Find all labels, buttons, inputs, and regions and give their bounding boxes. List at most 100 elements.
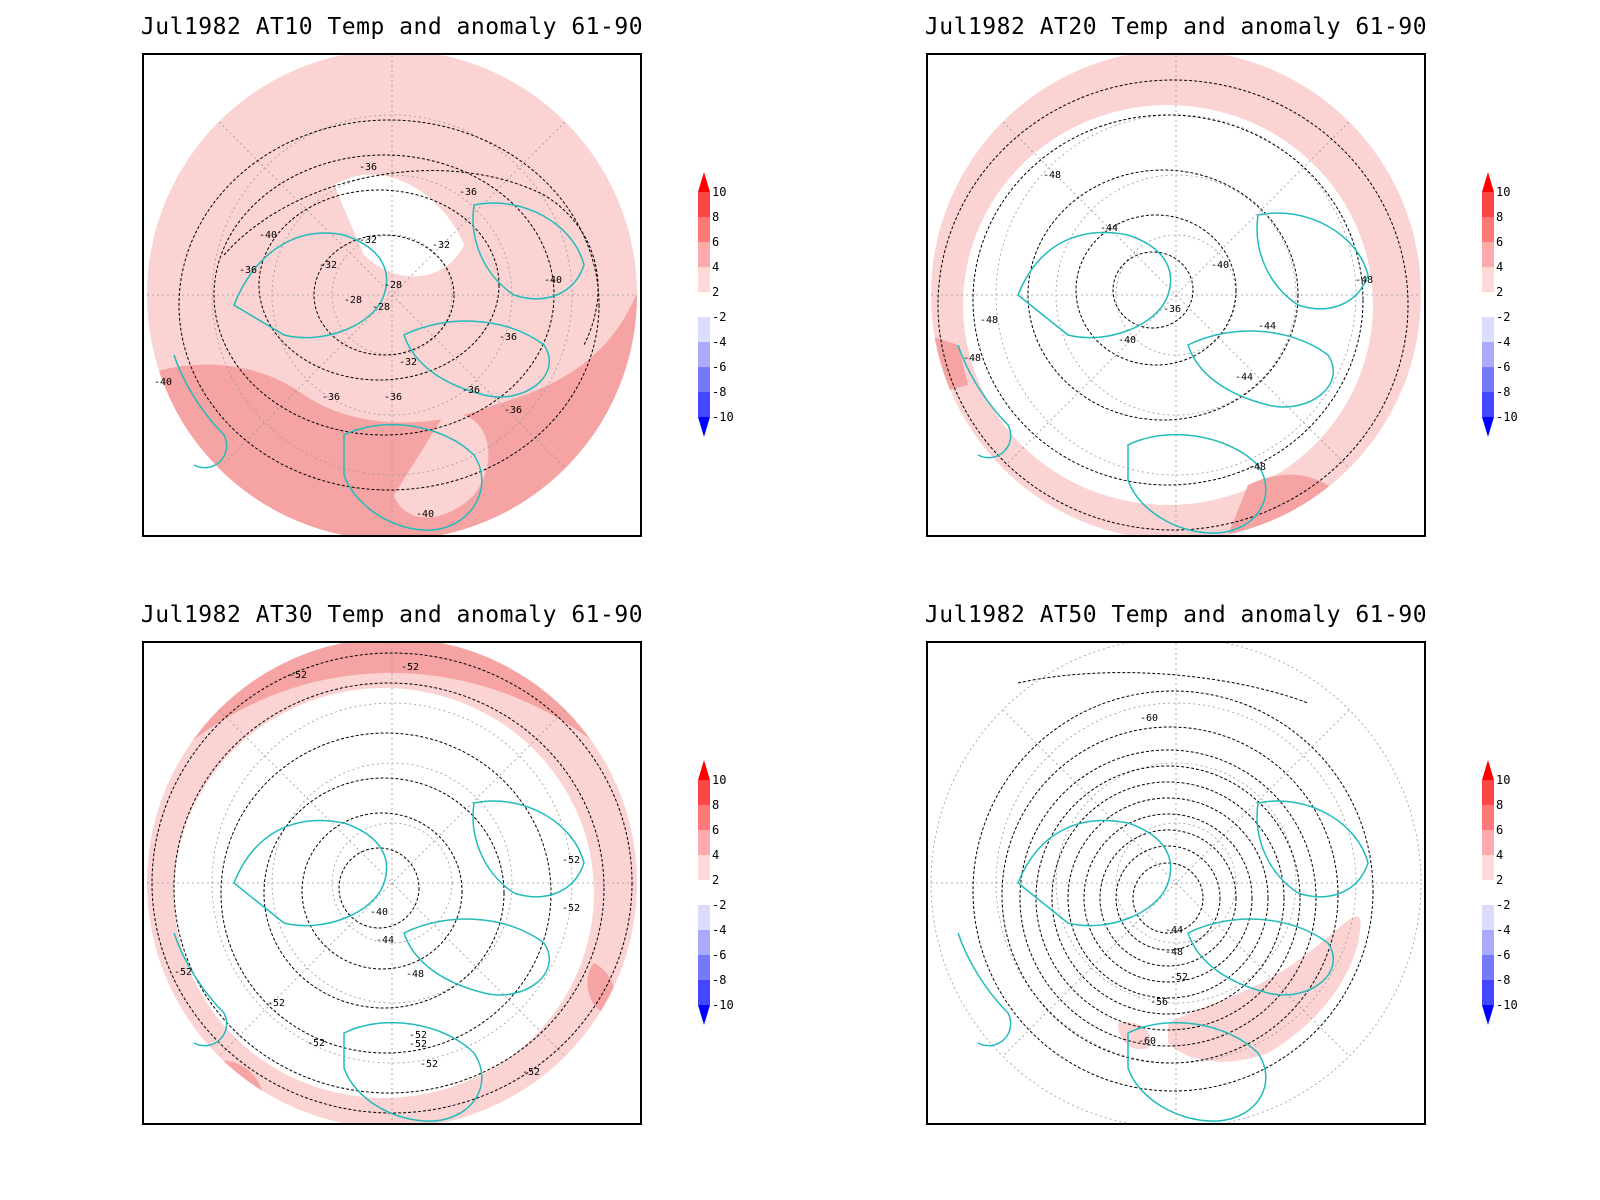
panel-title: Jul1982 AT30 Temp and anomaly 61-90 [140,602,644,628]
contour-label: -40 [154,377,172,388]
contour-label: -48 [1165,947,1183,958]
colorbar-swatch [698,955,710,980]
contour-label: -52 [267,998,285,1009]
colorbar-swatch [698,780,710,805]
colorbar-tick: -2 [1496,898,1510,912]
contour-label: -36 [239,265,257,276]
contour-label: -60 [1138,1036,1156,1047]
colorbar-swatch [1482,317,1494,342]
colorbar-cap [698,172,710,192]
contour-label: -48 [1043,170,1061,181]
colorbar: 10 8 6 4 2 -2 -4 -6 -8 -10 [690,170,760,455]
map-edge [930,643,1422,1123]
colorbar-swatch [1482,342,1494,367]
contour-labels: -48 -44 -40 -36 -40 -44 -44 -48 -48 -48 … [963,170,1373,473]
contour-label: -32 [432,240,450,251]
map-svg: -36 -36 -40 -32 -32 -32 -28 -28 -28 -36 … [147,55,637,535]
colorbar-swatch [698,292,710,317]
colorbar-tick: -10 [1496,410,1518,424]
contour-label: -44 [1235,372,1253,383]
colorbar-swatch [698,242,710,267]
colorbar-tick: 10 [712,773,726,787]
colorbar-tick: -2 [712,898,726,912]
panel-at20: Jul1982 AT20 Temp and anomaly 61-90 [925,0,1600,580]
colorbar-tick: 10 [1496,185,1510,199]
colorbar-cap [698,760,710,780]
colorbar-tick: 4 [1496,848,1503,862]
contour-label: -52 [401,662,419,673]
colorbar-swatch [698,267,710,292]
contour-labels: -36 -36 -40 -32 -32 -32 -28 -28 -28 -36 … [154,162,562,520]
colorbar-cap [698,417,710,437]
map-svg: -48 -44 -40 -36 -40 -44 -44 -48 -48 -48 … [931,55,1421,535]
contour-label: -48 [406,969,424,980]
colorbar-swatch [698,880,710,905]
contour-label: -44 [1100,223,1118,234]
map-svg: -60 -44 -48 -52 -56 -60 [930,643,1422,1123]
colorbar-tick: 2 [712,873,719,887]
map-svg: -52 -52 -40 -44 -48 -52 -52 -52 -52 -52 … [147,643,637,1123]
colorbar-cap [1482,172,1494,192]
contours [972,672,1374,1092]
colorbar-tick: 6 [1496,235,1503,249]
anomaly-region [147,285,637,535]
colorbar-tick: 2 [712,285,719,299]
panel-title: Jul1982 AT10 Temp and anomaly 61-90 [140,14,644,40]
colorbar-tick: -8 [1496,973,1510,987]
contour-label: -32 [359,235,377,246]
contour-label: -52 [420,1059,438,1070]
colorbar-tick: -6 [1496,948,1510,962]
colorbar-swatch [1482,955,1494,980]
contour-label: -52 [409,1039,427,1050]
panel-at50: Jul1982 AT50 Temp and anomaly 61-90 [925,588,1600,1168]
polar-map: -60 -44 -48 -52 -56 -60 [926,641,1426,1125]
graticule [147,55,637,535]
contours [178,119,600,491]
colorbar-swatch [1482,217,1494,242]
colorbar-swatch [1482,242,1494,267]
contour-label: -36 [504,405,522,416]
colorbar-svg: 10 8 6 4 2 -2 -4 -6 -8 -10 [1482,760,1518,1025]
colorbar-swatch [698,392,710,417]
contour-labels: -60 -44 -48 -52 -56 -60 [1138,713,1188,1047]
anomaly-region [1168,916,1361,1062]
colorbar-swatch [698,805,710,830]
contour-label: -40 [1211,260,1229,271]
contour-label: -60 [1140,713,1158,724]
colorbar-swatch [698,192,710,217]
contour-label: -40 [416,509,434,520]
contour-label: -40 [544,275,562,286]
colorbar-tick: -2 [712,310,726,324]
anomaly-region [174,688,594,1098]
colorbar-tick: 10 [712,185,726,199]
colorbar-tick: 2 [1496,873,1503,887]
contour-label: -48 [1355,275,1373,286]
contour-label: -44 [1165,925,1183,936]
colorbar-tick: 8 [712,798,719,812]
colorbar-svg: 10 8 6 4 2 -2 -4 -6 -8 -10 [1482,172,1518,437]
colorbar-swatch [698,905,710,930]
contour-label: -52 [289,670,307,681]
panel-title: Jul1982 AT50 Temp and anomaly 61-90 [924,602,1428,628]
polar-map: -48 -44 -40 -36 -40 -44 -44 -48 -48 -48 … [926,53,1426,537]
colorbar-tick: -8 [712,973,726,987]
contour-label: -32 [319,260,337,271]
colorbar-tick: 6 [712,823,719,837]
contour-label: -48 [963,353,981,364]
contour-label: -36 [359,162,377,173]
colorbar-tick: -10 [1496,998,1518,1012]
colorbar-tick: -10 [712,998,734,1012]
contour-label: -52 [307,1038,325,1049]
contour-label: -40 [1118,335,1136,346]
colorbar-tick: -10 [712,410,734,424]
colorbar-swatch [1482,905,1494,930]
colorbar-swatch [1482,980,1494,1005]
anomaly-region [394,413,489,518]
colorbar: 10 8 6 4 2 -2 -4 -6 -8 -10 [690,758,760,1043]
colorbar-swatch [698,980,710,1005]
polar-map: -36 -36 -40 -32 -32 -32 -28 -28 -28 -36 … [142,53,642,537]
colorbar-tick: -4 [1496,923,1510,937]
contour-label: -40 [259,230,277,241]
contour-label: -56 [1150,997,1168,1008]
colorbar-swatch [1482,880,1494,905]
